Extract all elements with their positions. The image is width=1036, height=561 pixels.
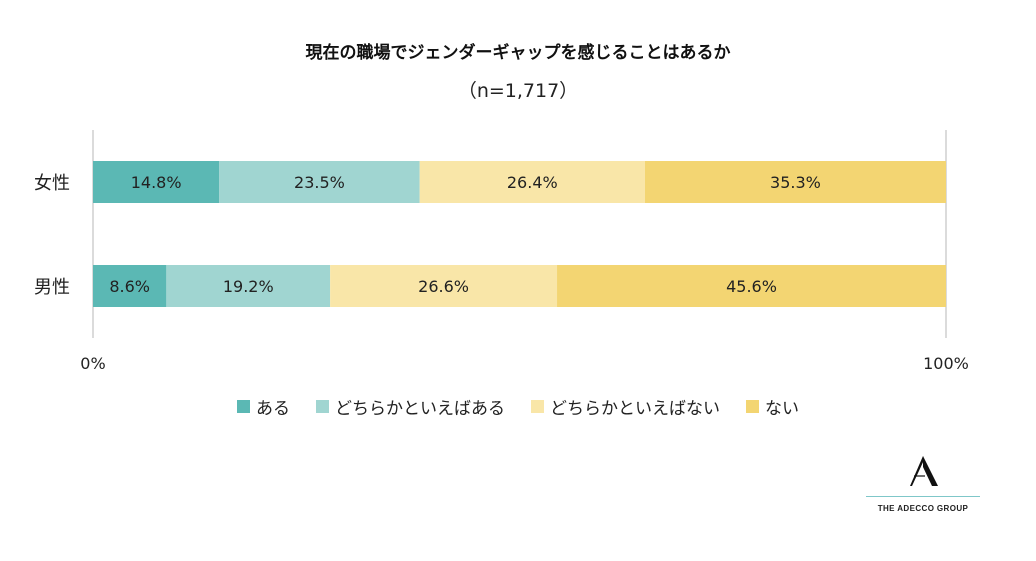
legend-label: ある bbox=[256, 399, 290, 419]
bar-segment bbox=[644, 161, 946, 203]
bar-segment bbox=[93, 265, 167, 307]
adecco-logo: THE ADECCO GROUP bbox=[866, 454, 980, 513]
data-label: 23.5% bbox=[294, 173, 345, 192]
chart-title: 現在の職場でジェンダーギャップを感じることはあるか bbox=[305, 43, 731, 63]
logo-text: THE ADECCO GROUP bbox=[877, 504, 969, 513]
legend-label: ない bbox=[765, 399, 799, 419]
bar-segment bbox=[557, 265, 946, 307]
data-label: 14.8% bbox=[131, 173, 182, 192]
data-label: 19.2% bbox=[223, 277, 274, 296]
legend-swatch bbox=[316, 400, 329, 413]
chart-subtitle: （n=1,717） bbox=[457, 80, 579, 102]
logo-divider bbox=[866, 496, 980, 497]
category-label: 女性 bbox=[34, 173, 70, 194]
bar-segment bbox=[419, 161, 645, 203]
legend-label: どちらかといえばある bbox=[335, 399, 505, 419]
adecco-a-mark bbox=[910, 456, 938, 486]
legend-item: どちらかといえばない bbox=[531, 394, 720, 419]
stacked-bar-chart: 女性 14.8% 23.5% 26.4% 35.3% 男性 8.6% 19.2% 26.6% 45… bbox=[34, 130, 969, 373]
legend-swatch bbox=[237, 400, 250, 413]
data-label: 45.6% bbox=[726, 277, 777, 296]
legend-swatch bbox=[531, 400, 544, 413]
bar-segment bbox=[330, 265, 558, 307]
bar-segment bbox=[93, 161, 220, 203]
legend: ある どちらかといえばある どちらかといえばない ない bbox=[0, 394, 1036, 419]
data-label: 8.6% bbox=[109, 277, 150, 296]
legend-item: ない bbox=[746, 394, 799, 419]
legend-label: どちらかといえばない bbox=[550, 399, 720, 419]
legend-item: どちらかといえばある bbox=[316, 394, 505, 419]
data-label: 26.4% bbox=[507, 173, 558, 192]
data-label: 26.6% bbox=[418, 277, 469, 296]
bar-segment bbox=[219, 161, 420, 203]
bar-segment bbox=[166, 265, 331, 307]
tick-label: 0% bbox=[80, 354, 105, 373]
tick-label: 100% bbox=[923, 354, 969, 373]
category-label: 男性 bbox=[34, 277, 70, 298]
data-label: 35.3% bbox=[770, 173, 821, 192]
legend-swatch bbox=[746, 400, 759, 413]
legend-item: ある bbox=[237, 394, 290, 419]
